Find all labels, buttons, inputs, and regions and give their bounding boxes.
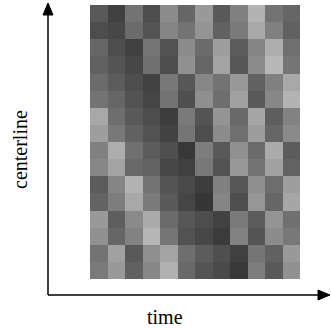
svg-text:time: time [147,306,183,328]
svg-text:centerline: centerline [9,110,31,189]
